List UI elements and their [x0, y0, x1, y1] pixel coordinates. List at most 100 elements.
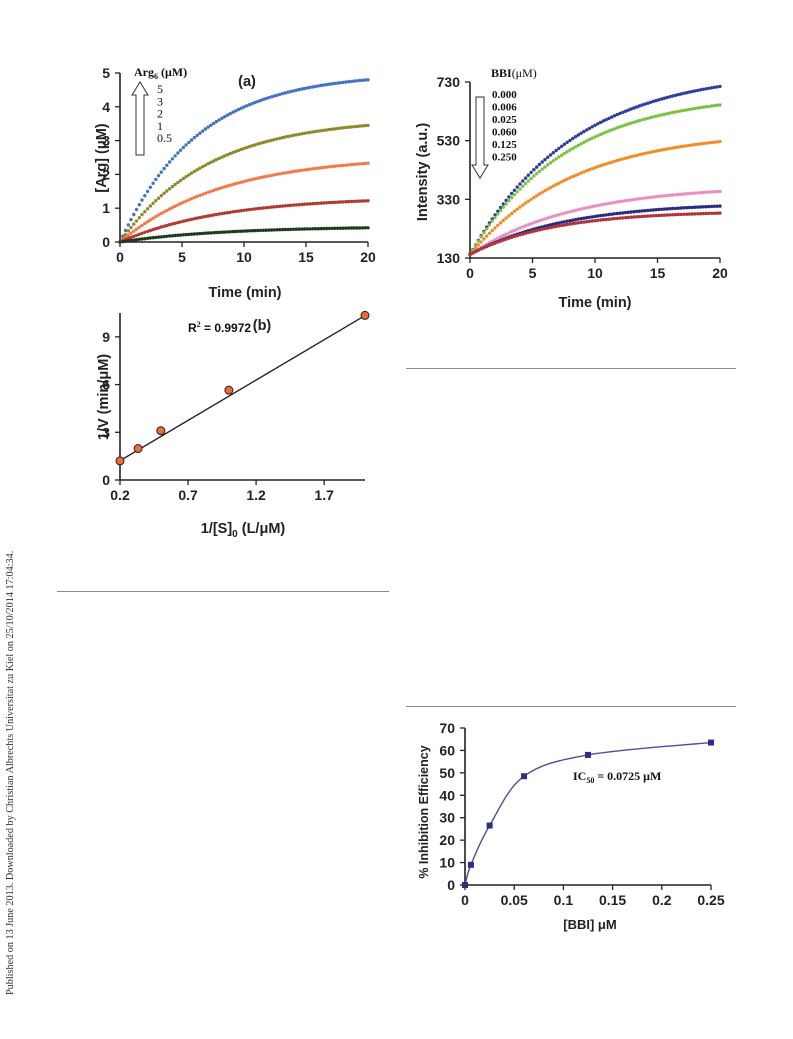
chart-c-point — [621, 157, 625, 161]
chart-c-point — [640, 209, 644, 213]
chart-a-point — [366, 226, 370, 230]
chart-a-point — [313, 227, 318, 231]
chart-a-point — [203, 191, 208, 195]
chart-c-point — [712, 85, 717, 90]
chart-a-y-tick-label: 4 — [102, 99, 110, 115]
chart-c-point — [690, 191, 694, 195]
chart-a-point — [156, 226, 161, 230]
chart-c-point — [523, 201, 528, 205]
chart-c-point — [635, 197, 639, 201]
chart-c-point — [585, 220, 589, 224]
chart-c-point — [573, 217, 578, 222]
chart-a-point — [156, 196, 161, 200]
chart-c-point — [598, 218, 603, 222]
chart-a-point — [275, 137, 279, 141]
chart-c-x-tick-label: 20 — [712, 265, 728, 281]
chart-a-point — [319, 226, 323, 231]
chart-a-point — [209, 213, 213, 218]
chart-a-point — [330, 82, 334, 86]
chart-c-point — [485, 234, 489, 238]
chart-a-point — [280, 227, 285, 232]
chart-c-point — [612, 200, 617, 205]
chart-a-point — [223, 115, 227, 119]
chart-c-point — [543, 226, 547, 231]
chart-c-y-tick-label: 730 — [437, 74, 461, 90]
chart-b-point — [133, 444, 143, 454]
chart-c-point — [643, 117, 647, 121]
chart-c-point — [632, 215, 636, 219]
chart-a-point — [206, 125, 210, 129]
chart-a-point — [305, 86, 310, 90]
chart-c-point — [554, 224, 558, 229]
chart-c-point — [487, 223, 492, 227]
chart-a-point — [360, 226, 365, 230]
chart-d-y-tick-label: 50 — [439, 765, 455, 781]
chart-c-point — [548, 153, 553, 157]
chart-a-point — [236, 229, 241, 233]
chart-c-point — [587, 205, 592, 209]
chart-d-xlabel: [BBI] μM — [563, 917, 616, 932]
chart-a-point — [291, 203, 296, 207]
chart-c-point — [510, 235, 514, 240]
chart-c-point — [679, 92, 683, 96]
chart-a-point — [143, 230, 147, 234]
chart-c-series-0.006 — [468, 103, 722, 257]
chart-a-point — [159, 194, 163, 198]
chart-a-point — [156, 235, 161, 239]
chart-c-point — [504, 232, 508, 236]
chart-a-point — [178, 178, 183, 183]
chart-c-point — [701, 190, 705, 195]
chart-c-point — [676, 145, 680, 149]
chart-a-point — [239, 180, 243, 184]
chart-c-point — [582, 216, 586, 220]
chart-a-point — [261, 140, 265, 145]
chart-a-point — [220, 186, 224, 190]
chart-a-point — [330, 127, 334, 131]
chart-c-point — [651, 99, 655, 104]
chart-c-point — [607, 161, 611, 165]
chart-c-x-tick-label: 5 — [529, 265, 537, 281]
chart-c-point — [562, 142, 567, 146]
chart-c-point — [565, 210, 569, 215]
chart-a-point — [311, 85, 315, 89]
chart-c-point — [662, 112, 667, 117]
chart-c-point — [571, 209, 575, 213]
chart-c-point — [598, 132, 603, 137]
chart-c-point — [668, 207, 672, 211]
chart-a-point — [145, 207, 150, 211]
chart-a-point — [129, 235, 133, 240]
chart-a-point — [355, 199, 359, 203]
chart-a-point — [132, 234, 136, 238]
chart-c-point — [510, 196, 514, 200]
chart-c-point — [668, 213, 672, 217]
chart-c-point — [473, 246, 478, 250]
chart-a-point — [165, 189, 169, 193]
chart-c-point — [507, 195, 511, 199]
chart-a-point — [344, 200, 348, 204]
chart-c-point — [618, 199, 622, 204]
chart-a-point — [253, 207, 257, 211]
chart-c-point — [629, 107, 633, 111]
chart-b-point — [224, 385, 234, 395]
chart-a-point — [134, 227, 139, 231]
chart-c-point — [551, 151, 555, 155]
chart-a-point — [258, 98, 263, 103]
chart-c-point — [537, 169, 542, 174]
chart-c-point — [518, 233, 522, 237]
chart-a-point — [203, 163, 208, 167]
chart-c-point — [512, 234, 517, 239]
chart-a-point — [325, 201, 329, 205]
chart-a-point — [316, 201, 321, 205]
chart-c-point — [560, 144, 564, 148]
chart-a-point — [242, 208, 246, 212]
chart-c-point — [623, 156, 628, 160]
chart-c-point — [604, 162, 608, 166]
chart-d-point — [462, 882, 468, 888]
chart-a-point — [300, 202, 304, 207]
chart-a-point — [203, 214, 208, 219]
chart-b-fit-line — [119, 314, 366, 462]
chart-c-point — [646, 196, 650, 200]
chart-a-point — [272, 173, 276, 177]
chart-c-point — [657, 207, 661, 212]
chart-b-marks — [115, 310, 370, 466]
